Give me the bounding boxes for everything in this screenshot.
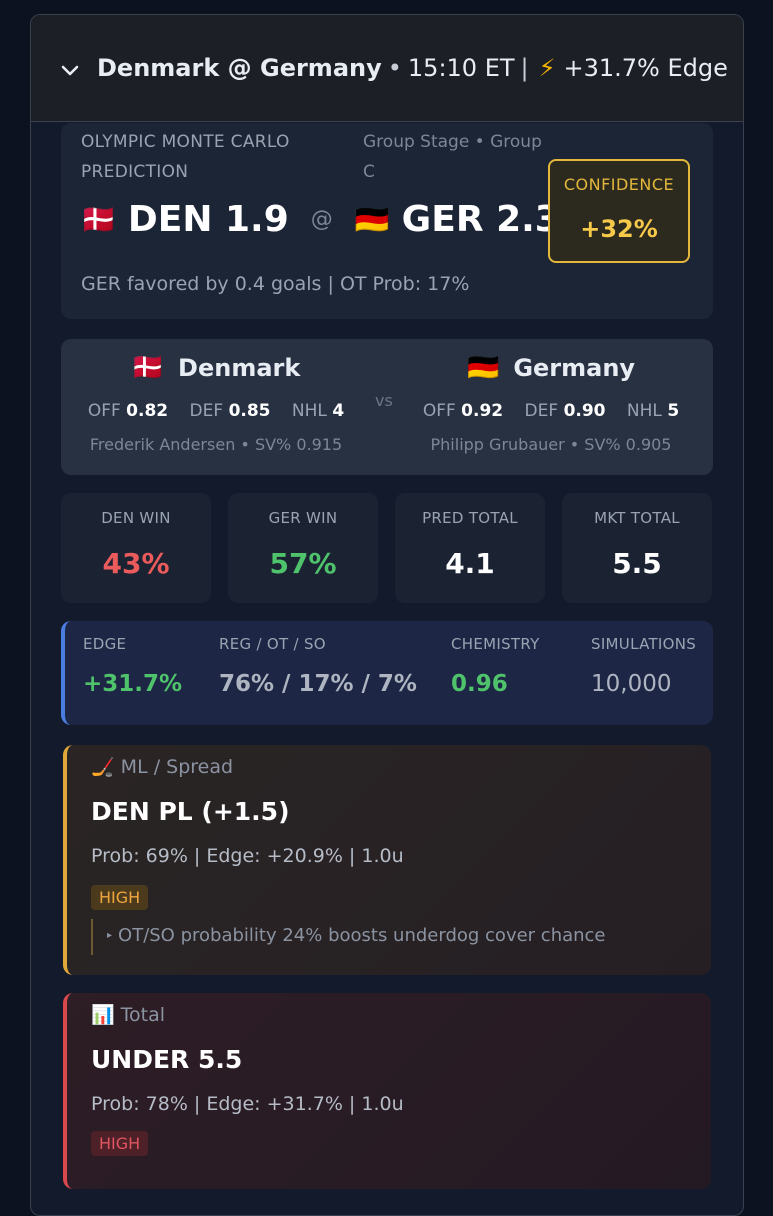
at-symbol: @ bbox=[310, 207, 333, 232]
def-value: 0.90 bbox=[563, 401, 606, 421]
category-label: ML / Spread bbox=[120, 756, 234, 778]
probability-tiles: DEN WIN 43% GER WIN 57% PRED TOTAL 4.1 M… bbox=[61, 493, 713, 603]
off-value: 0.92 bbox=[461, 401, 504, 421]
bet-pick: DEN PL (+1.5) bbox=[91, 797, 290, 826]
team-comparison: 🇩🇰 Denmark OFF 0.82 DEF 0.85 NHL 4 Frede… bbox=[61, 339, 713, 475]
away-predicted-score: DEN 1.9 bbox=[127, 199, 289, 240]
divider: | bbox=[520, 54, 529, 82]
stat-tile: MKT TOTAL 5.5 bbox=[562, 493, 712, 603]
bet-meta: Prob: 69% | Edge: +20.9% | 1.0u bbox=[91, 845, 404, 867]
denmark-flag-icon: 🇩🇰 bbox=[131, 353, 165, 383]
goalie-info: Philipp Grubauer • SV% 0.905 bbox=[430, 435, 672, 454]
tile-label: MKT TOTAL bbox=[594, 509, 680, 527]
nhl-value: 4 bbox=[332, 401, 345, 421]
reg-ot-so-label: REG / OT / SO bbox=[219, 635, 326, 653]
prediction-kicker: OLYMPIC MONTE CARLO PREDICTION bbox=[81, 132, 290, 182]
tile-label: DEN WIN bbox=[101, 509, 171, 527]
chemistry-value: 0.96 bbox=[451, 671, 508, 697]
bet-pick: UNDER 5.5 bbox=[91, 1045, 243, 1074]
nhl-label: NHL bbox=[291, 401, 327, 421]
caret-right-icon: ▸ bbox=[107, 930, 113, 941]
game-card-header[interactable]: Denmark @ Germany • 15:10 ET | ⚡ +31.7% … bbox=[31, 15, 743, 122]
lightning-icon: ⚡ bbox=[538, 54, 556, 82]
tile-label: PRED TOTAL bbox=[422, 509, 518, 527]
nhl-label: NHL bbox=[626, 401, 662, 421]
tile-value: 43% bbox=[102, 547, 170, 580]
germany-flag-icon: 🇩🇪 bbox=[466, 353, 500, 383]
predicted-scoreline: 🇩🇰 DEN 1.9 @ 🇩🇪 GER 2.3 bbox=[81, 199, 560, 240]
bet-reason: ▸ OT/SO probability 24% boosts underdog c… bbox=[91, 919, 606, 955]
confidence-value: +32% bbox=[580, 215, 658, 243]
tile-value: 57% bbox=[269, 547, 337, 580]
category-label: Total bbox=[120, 1004, 166, 1026]
off-label: OFF bbox=[87, 401, 121, 421]
confidence-label: CONFIDENCE bbox=[563, 175, 675, 194]
edge-label: EDGE bbox=[83, 635, 127, 653]
confidence-box: CONFIDENCE +32% bbox=[548, 159, 690, 263]
prediction-panel: OLYMPIC MONTE CARLO PREDICTION Group Sta… bbox=[61, 123, 713, 319]
bet-card-spread[interactable]: 🏒 ML / Spread DEN PL (+1.5) Prob: 69% | E… bbox=[63, 745, 711, 975]
team-stats: OFF 0.82 DEF 0.85 NHL 4 bbox=[81, 401, 351, 421]
nhl-value: 5 bbox=[667, 401, 680, 421]
simulations-value: 10,000 bbox=[591, 671, 672, 697]
bar-chart-icon: 📊 bbox=[91, 1004, 115, 1026]
edge-summary: +31.7% Edge bbox=[563, 54, 728, 82]
goalie-info: Frederik Andersen • SV% 0.915 bbox=[89, 435, 343, 454]
prediction-summary: GER favored by 0.4 goals | OT Prob: 17% bbox=[81, 273, 470, 295]
off-label: OFF bbox=[422, 401, 456, 421]
vs-label: vs bbox=[375, 391, 393, 410]
stat-tile: PRED TOTAL 4.1 bbox=[395, 493, 545, 603]
stat-tile: DEN WIN 43% bbox=[61, 493, 211, 603]
off-value: 0.82 bbox=[126, 401, 169, 421]
team-name: Denmark bbox=[178, 354, 301, 382]
bet-meta: Prob: 78% | Edge: +31.7% | 1.0u bbox=[91, 1093, 404, 1115]
reason-text: OT/SO probability 24% boosts underdog co… bbox=[118, 925, 606, 946]
bullet-separator: • bbox=[387, 54, 402, 82]
bet-category: 🏒 ML / Spread bbox=[91, 755, 233, 778]
bet-category: 📊 Total bbox=[91, 1003, 165, 1026]
def-value: 0.85 bbox=[228, 401, 271, 421]
game-time: 15:10 ET bbox=[407, 54, 515, 82]
def-label: DEF bbox=[524, 401, 559, 421]
stage-label: Group Stage • Group C bbox=[363, 132, 542, 182]
team-stats: OFF 0.92 DEF 0.90 NHL 5 bbox=[416, 401, 686, 421]
hockey-stick-icon: 🏒 bbox=[91, 756, 115, 778]
simulations-label: SIMULATIONS bbox=[591, 635, 697, 653]
chemistry-label: CHEMISTRY bbox=[451, 635, 540, 653]
tile-value: 5.5 bbox=[612, 547, 662, 580]
tile-label: GER WIN bbox=[268, 509, 338, 527]
matchup-title: Denmark @ Germany bbox=[97, 54, 382, 82]
def-label: DEF bbox=[189, 401, 224, 421]
denmark-flag-icon: 🇩🇰 bbox=[81, 203, 116, 236]
confidence-badge: HIGH bbox=[91, 1131, 149, 1156]
germany-flag-icon: 🇩🇪 bbox=[354, 203, 390, 236]
tile-value: 4.1 bbox=[445, 547, 495, 580]
chevron-down-icon[interactable] bbox=[61, 58, 79, 83]
stat-tile: GER WIN 57% bbox=[228, 493, 378, 603]
edge-value: +31.7% bbox=[83, 671, 183, 697]
edge-metrics-bar: EDGE +31.7% REG / OT / SO 76% / 17% / 7%… bbox=[61, 621, 713, 725]
reg-ot-so-value: 76% / 17% / 7% bbox=[219, 671, 417, 697]
game-card: Denmark @ Germany • 15:10 ET | ⚡ +31.7% … bbox=[30, 14, 744, 1216]
bet-card-total[interactable]: 📊 Total UNDER 5.5 Prob: 78% | Edge: +31.7… bbox=[63, 993, 711, 1189]
home-predicted-score: GER 2.3 bbox=[401, 199, 560, 240]
team-name: Germany bbox=[513, 354, 636, 382]
confidence-badge: HIGH bbox=[91, 885, 149, 910]
